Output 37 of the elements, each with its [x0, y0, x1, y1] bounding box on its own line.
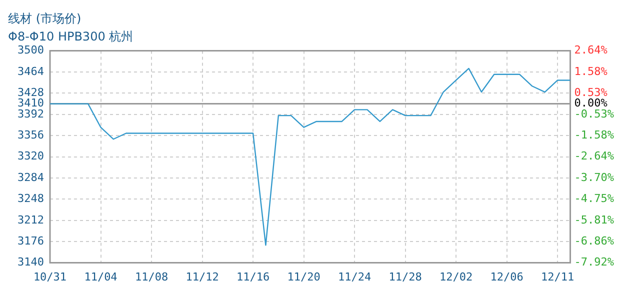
y-tick-label: 3248	[18, 192, 44, 206]
x-tick-label: 10/31	[33, 270, 67, 284]
x-tick-label: 11/24	[338, 270, 372, 284]
y-tick-label: 3464	[18, 64, 44, 78]
y2-tick-label: -0.53%	[574, 107, 614, 120]
chart-title: 线材 (市场价)	[8, 11, 82, 26]
y-tick-label: 3500	[18, 44, 44, 57]
y2-tick-label: -3.70%	[574, 170, 614, 184]
y-tick-label: 3410	[18, 96, 44, 110]
y2-tick-label: -1.58%	[574, 128, 614, 142]
y-tick-label: 3140	[18, 256, 44, 269]
y2-tick-label: 2.64%	[574, 44, 608, 57]
y-tick-label: 3356	[18, 128, 44, 142]
x-tick-label: 12/06	[490, 270, 524, 284]
x-tick-label: 11/28	[388, 270, 422, 284]
y2-tick-label: -6.86%	[574, 234, 614, 248]
y2-tick-label: -5.81%	[574, 213, 614, 226]
x-tick-label: 11/12	[186, 270, 219, 284]
x-tick-label: 11/04	[84, 270, 118, 284]
chart-subtitle: Φ8-Φ10 HPB300 杭州	[8, 30, 134, 44]
x-tick-label: 12/11	[541, 270, 574, 284]
y2-tick-label: 0.53%	[574, 86, 608, 100]
y-tick-label: 3392	[18, 107, 44, 120]
x-tick-label: 11/16	[236, 270, 270, 284]
y-tick-label: 3428	[18, 86, 44, 100]
y2-tick-label: 0.00%	[574, 96, 608, 110]
x-tick-label: 11/20	[287, 270, 320, 284]
x-tick-label: 12/02	[440, 270, 473, 284]
y2-tick-label: -4.75%	[574, 192, 614, 206]
y-tick-label: 3320	[18, 150, 44, 163]
y-tick-label: 3212	[18, 213, 44, 226]
y-tick-label: 3176	[18, 234, 44, 248]
y2-tick-label: -7.92%	[574, 256, 614, 269]
y-tick-label: 3284	[18, 170, 44, 184]
y2-tick-label: -2.64%	[574, 150, 614, 163]
y2-tick-label: 1.58%	[574, 64, 608, 78]
x-tick-label: 11/08	[134, 270, 168, 284]
